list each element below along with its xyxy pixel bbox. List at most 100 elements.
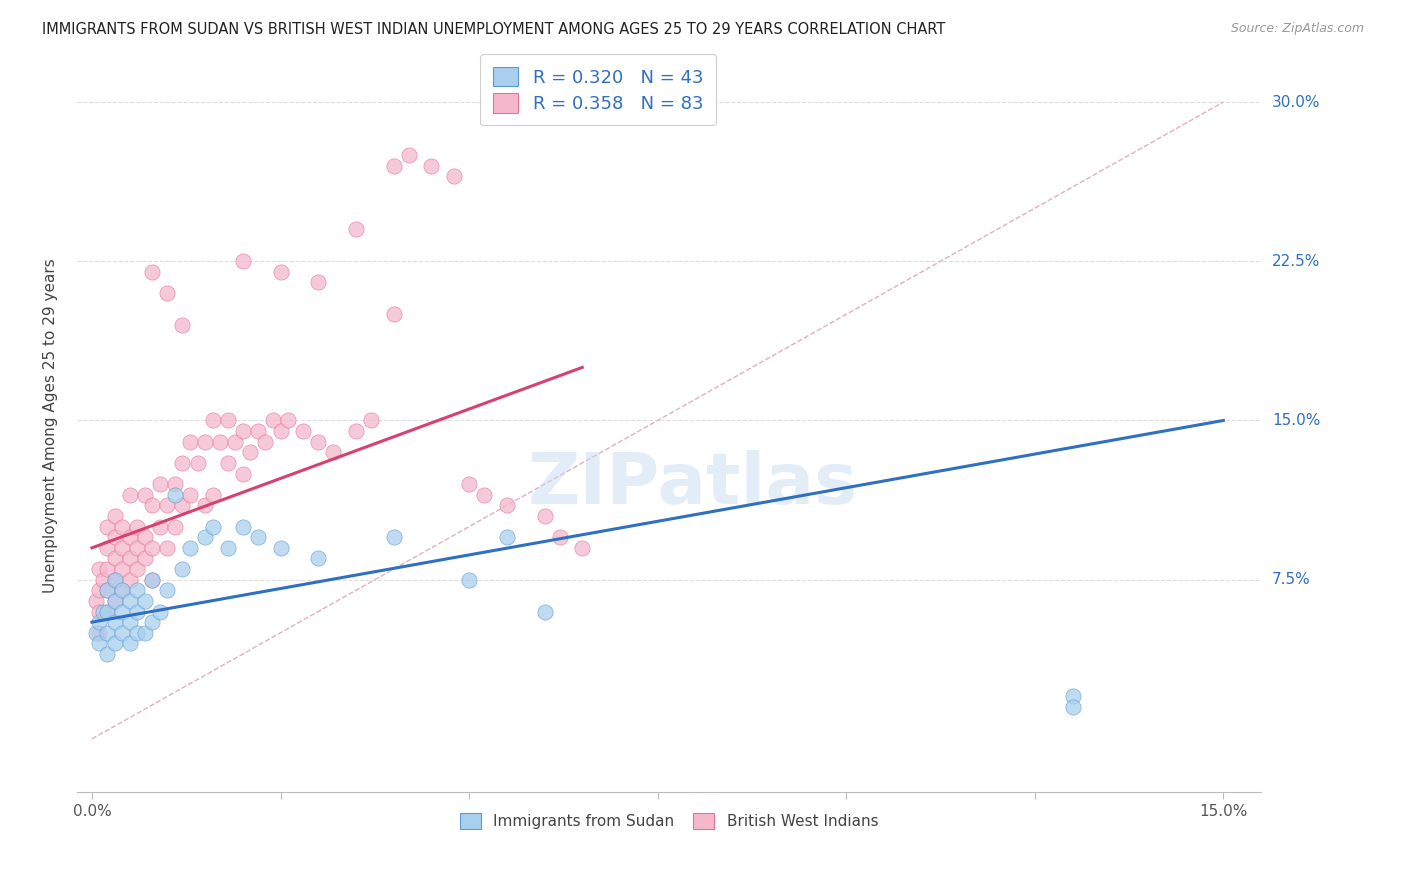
Point xyxy=(307,434,329,449)
Point xyxy=(398,148,420,162)
Text: 30.0%: 30.0% xyxy=(1272,95,1320,110)
Point xyxy=(134,530,156,544)
Point xyxy=(89,605,111,619)
Point xyxy=(548,530,571,544)
Point xyxy=(134,594,156,608)
Point xyxy=(270,424,292,438)
Point xyxy=(111,562,134,576)
Point xyxy=(118,573,141,587)
Text: 22.5%: 22.5% xyxy=(1272,253,1320,268)
Point xyxy=(127,541,149,555)
Point xyxy=(194,499,217,513)
Point xyxy=(239,445,262,459)
Point xyxy=(118,615,141,629)
Point xyxy=(134,625,156,640)
Point xyxy=(217,413,239,427)
Text: Source: ZipAtlas.com: Source: ZipAtlas.com xyxy=(1230,22,1364,36)
Point xyxy=(382,307,405,321)
Point xyxy=(179,541,201,555)
Point xyxy=(96,605,118,619)
Point xyxy=(103,594,125,608)
Point xyxy=(149,477,172,491)
Point xyxy=(111,583,134,598)
Point xyxy=(103,615,125,629)
Point xyxy=(163,488,186,502)
Point xyxy=(217,541,239,555)
Point xyxy=(360,413,382,427)
Point xyxy=(262,413,284,427)
Point xyxy=(194,434,217,449)
Point xyxy=(111,605,134,619)
Point xyxy=(156,583,179,598)
Text: 15.0%: 15.0% xyxy=(1272,413,1320,428)
Point xyxy=(96,605,118,619)
Point xyxy=(141,265,163,279)
Point xyxy=(89,615,111,629)
Point xyxy=(103,636,125,650)
Point xyxy=(96,583,118,598)
Point xyxy=(118,636,141,650)
Point xyxy=(458,573,481,587)
Point xyxy=(111,519,134,533)
Point xyxy=(187,456,209,470)
Point xyxy=(96,562,118,576)
Point xyxy=(533,508,555,523)
Point xyxy=(103,530,125,544)
Point xyxy=(344,424,367,438)
Point xyxy=(89,583,111,598)
Point xyxy=(103,573,125,587)
Point xyxy=(472,488,495,502)
Point xyxy=(96,625,118,640)
Point xyxy=(172,562,194,576)
Point xyxy=(103,551,125,566)
Point xyxy=(495,530,517,544)
Point xyxy=(91,573,114,587)
Point xyxy=(443,169,465,184)
Point xyxy=(141,573,163,587)
Point xyxy=(103,594,125,608)
Point xyxy=(96,647,118,661)
Point xyxy=(571,541,593,555)
Point xyxy=(89,636,111,650)
Point xyxy=(163,477,186,491)
Point xyxy=(149,519,172,533)
Point xyxy=(96,583,118,598)
Point xyxy=(292,424,315,438)
Point xyxy=(382,159,405,173)
Point xyxy=(172,499,194,513)
Point xyxy=(246,424,269,438)
Point xyxy=(149,605,172,619)
Point xyxy=(194,530,217,544)
Point xyxy=(246,530,269,544)
Point xyxy=(217,456,239,470)
Point xyxy=(127,605,149,619)
Point xyxy=(179,488,201,502)
Point xyxy=(141,573,163,587)
Point xyxy=(201,413,224,427)
Point xyxy=(96,541,118,555)
Point xyxy=(322,445,344,459)
Point xyxy=(172,456,194,470)
Point xyxy=(254,434,277,449)
Point xyxy=(141,615,163,629)
Point xyxy=(141,499,163,513)
Point xyxy=(111,583,134,598)
Point xyxy=(156,541,179,555)
Text: 7.5%: 7.5% xyxy=(1272,572,1310,587)
Point xyxy=(277,413,299,427)
Point xyxy=(89,562,111,576)
Point xyxy=(91,605,114,619)
Y-axis label: Unemployment Among Ages 25 to 29 years: Unemployment Among Ages 25 to 29 years xyxy=(44,259,58,593)
Point xyxy=(84,625,107,640)
Point xyxy=(232,467,254,481)
Point xyxy=(156,499,179,513)
Point xyxy=(232,519,254,533)
Legend: Immigrants from Sudan, British West Indians: Immigrants from Sudan, British West Indi… xyxy=(454,806,884,836)
Point xyxy=(111,541,134,555)
Point xyxy=(134,551,156,566)
Point xyxy=(111,625,134,640)
Point xyxy=(1062,690,1084,704)
Point xyxy=(382,530,405,544)
Text: ZIPatlas: ZIPatlas xyxy=(527,450,858,519)
Text: IMMIGRANTS FROM SUDAN VS BRITISH WEST INDIAN UNEMPLOYMENT AMONG AGES 25 TO 29 YE: IMMIGRANTS FROM SUDAN VS BRITISH WEST IN… xyxy=(42,22,946,37)
